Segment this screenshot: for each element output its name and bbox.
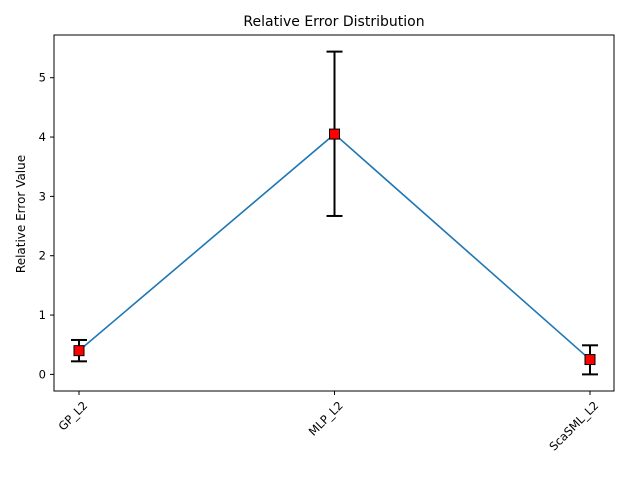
- y-tick-label: 0: [39, 367, 46, 381]
- axes: 0 1 2 3 4 5 GP_L2 MLP_L2 ScaSML_L2: [39, 71, 602, 454]
- plot-area: [71, 50, 598, 376]
- chart-title: Relative Error Distribution: [243, 14, 424, 30]
- x-tick-label: MLP_L2: [306, 398, 346, 438]
- y-axis-label: Relative Error Value: [14, 155, 28, 273]
- data-point: [73, 345, 85, 357]
- y-tick-label: 5: [39, 71, 46, 85]
- y-tick-label: 4: [39, 130, 46, 144]
- y-tick-label: 3: [39, 189, 46, 203]
- x-tick-label: GP_L2: [55, 398, 90, 433]
- y-tick-label: 2: [39, 249, 46, 263]
- y-tick-label: 1: [39, 308, 46, 322]
- data-point: [584, 354, 596, 366]
- data-point: [329, 128, 340, 140]
- x-tick-label: ScaSML_L2: [546, 398, 601, 453]
